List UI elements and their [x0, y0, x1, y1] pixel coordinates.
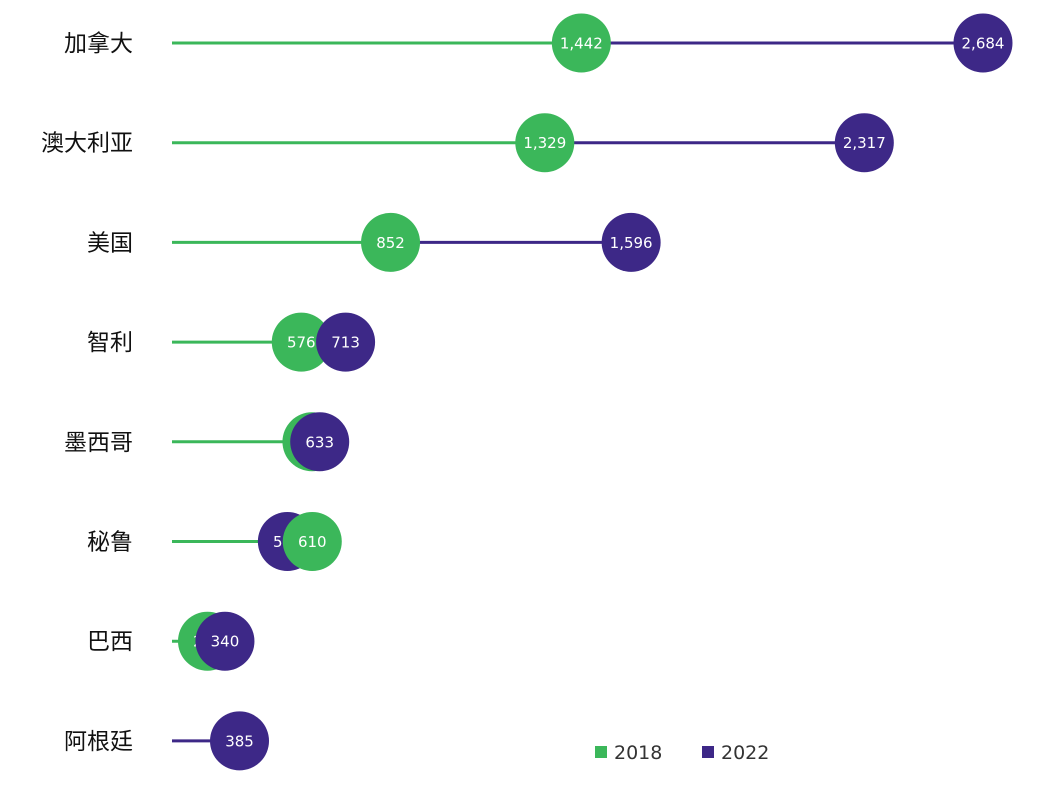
category-label: 加拿大 [64, 30, 133, 57]
data-label-2018: 576 [287, 334, 316, 352]
data-label-2022: 1,596 [610, 234, 653, 252]
chart-row: 加拿大 1,442 2,684 [64, 13, 1013, 73]
category-label: 澳大利亚 [41, 131, 133, 157]
chart-row: 秘鲁533610 [87, 512, 342, 571]
chart-row: 阿根廷 385 [64, 711, 270, 771]
data-point-2018 [361, 212, 421, 272]
chart-row: 墨西哥609633 [64, 412, 350, 472]
data-point-2022 [316, 312, 376, 372]
data-point-2022 [195, 611, 255, 671]
data-point-2022 [290, 412, 350, 472]
data-point-2022 [834, 113, 894, 173]
data-point-2022 [601, 212, 661, 272]
data-point-2022 [953, 13, 1013, 73]
category-label: 巴西 [87, 629, 133, 655]
chart-row: 澳大利亚 1,329 2,317 [41, 113, 894, 173]
chart-row: 美国 852 1,596 [87, 212, 661, 272]
category-label: 墨西哥 [64, 430, 133, 456]
chart-rows: 加拿大 1,442 2,684 澳大利亚 1,329 2,317 美国 852 1,596 智利 5… [41, 13, 1013, 771]
data-label-2018: 610 [298, 533, 327, 551]
category-label: 秘鲁 [87, 530, 133, 556]
data-label-2022: 713 [331, 334, 360, 352]
legend-swatch-2022 [702, 746, 714, 758]
legend-label-2022: 2022 [721, 742, 769, 764]
data-label-2022: 2,684 [962, 35, 1005, 53]
data-label-2018: 1,442 [560, 35, 603, 53]
data-label-2022: 2,317 [843, 134, 886, 152]
data-point-2018 [551, 13, 611, 73]
data-point-2022 [210, 711, 270, 771]
legend: 2018 2022 [595, 742, 769, 764]
category-label: 智利 [87, 330, 133, 356]
data-label-2022: 340 [211, 633, 240, 651]
data-label-2022: 385 [225, 732, 254, 750]
data-point-2018 [271, 312, 331, 372]
data-label-2018: 1,329 [523, 134, 566, 152]
data-label-2022: 633 [305, 433, 334, 451]
legend-swatch-2018 [595, 746, 607, 758]
chart-row: 巴西286340 [87, 611, 255, 671]
legend-label-2018: 2018 [614, 742, 662, 764]
data-point-2018 [282, 512, 342, 571]
category-label: 美国 [87, 230, 133, 256]
category-label: 阿根廷 [64, 729, 133, 755]
data-point-2018 [515, 113, 575, 173]
data-label-2018: 852 [376, 234, 405, 252]
chart-row: 智利 576 713 [87, 312, 376, 372]
